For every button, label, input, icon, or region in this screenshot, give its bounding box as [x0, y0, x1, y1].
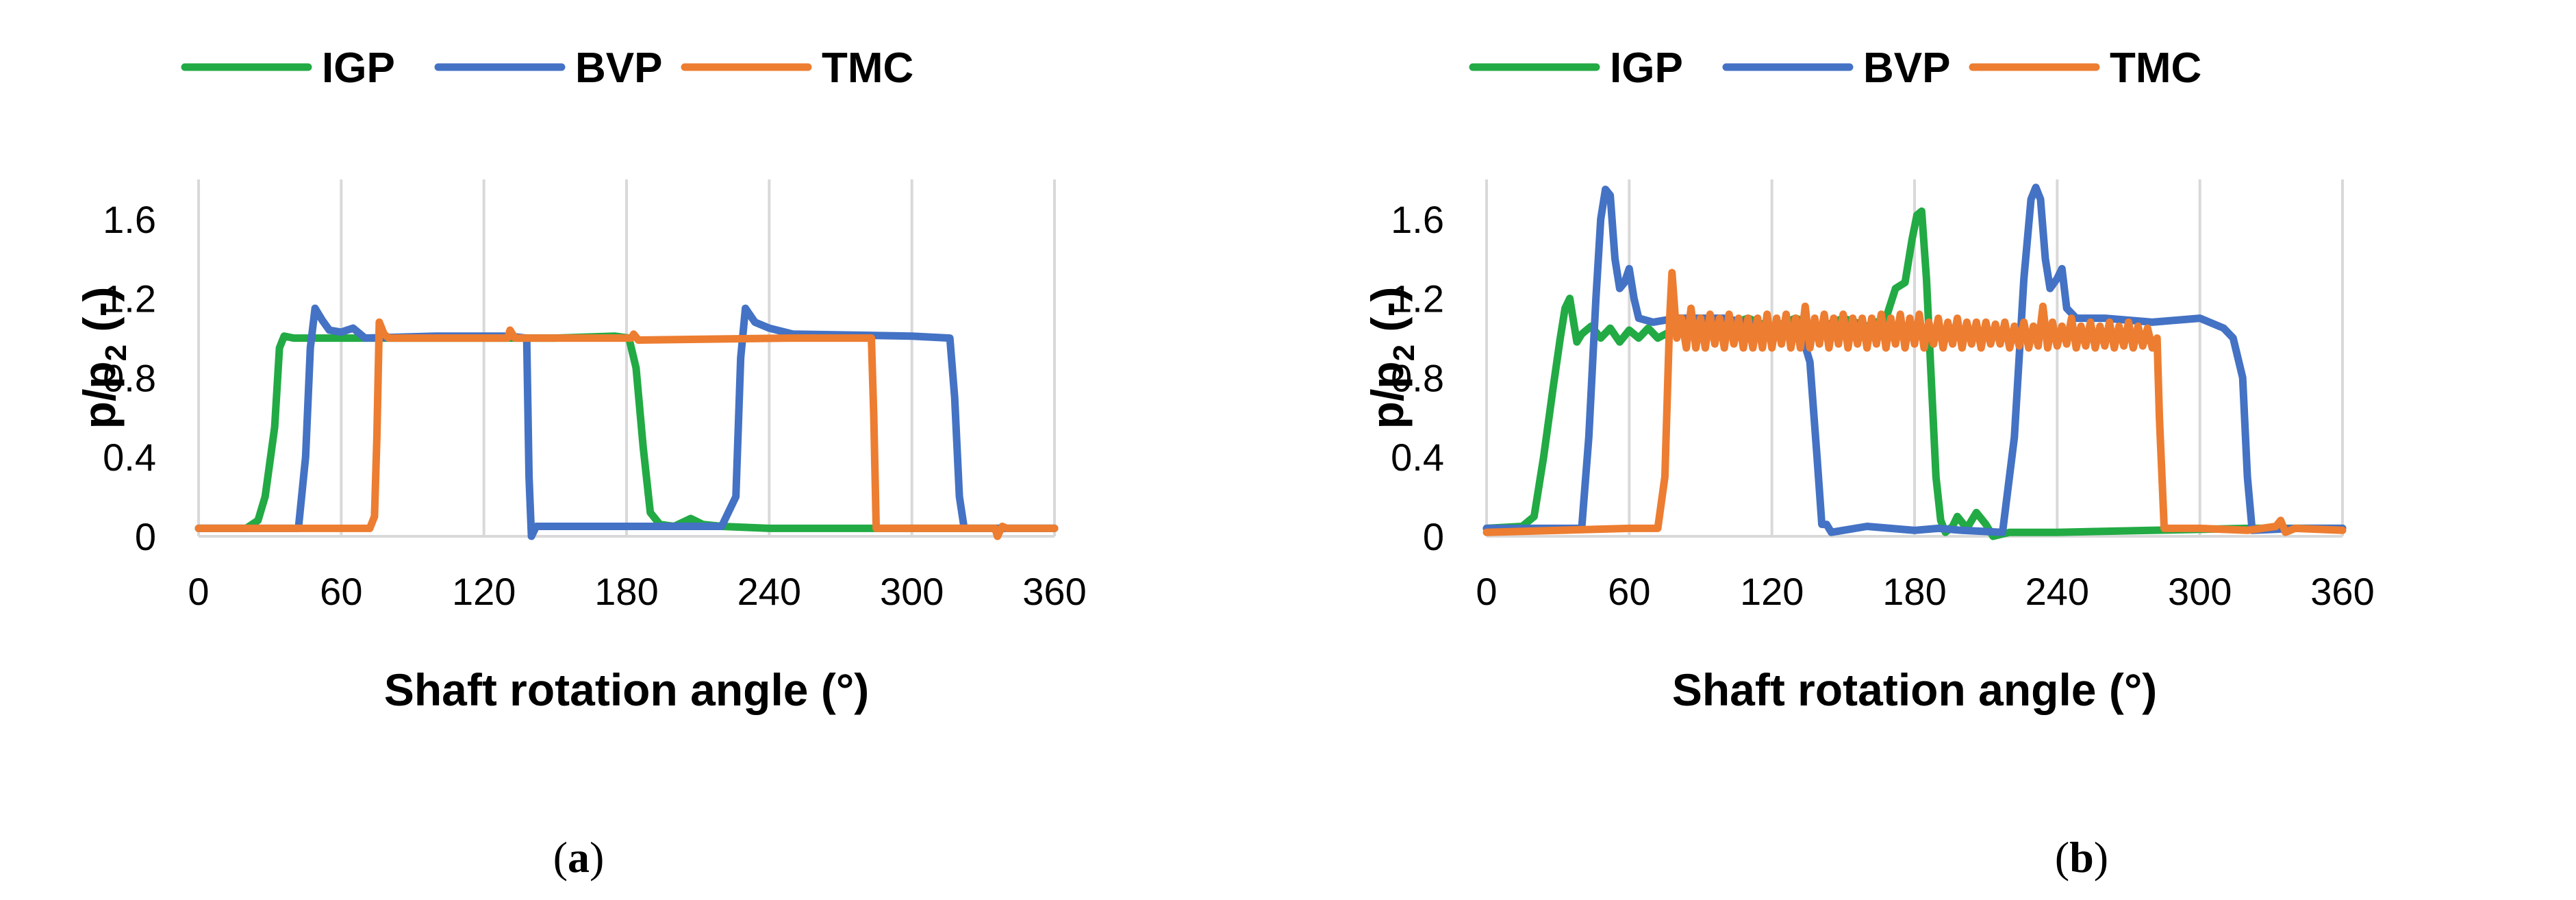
x-tick-label: 120 — [452, 570, 516, 613]
x-tick-label: 300 — [2168, 570, 2232, 613]
y-tick-label: 0 — [135, 515, 156, 558]
y-tick-label: 0.8 — [1391, 356, 1444, 399]
x-tick-label: 180 — [594, 570, 658, 613]
panel-caption-a: (a) — [553, 833, 605, 882]
legend-label-tmc: TMC — [2110, 45, 2201, 92]
chart-panel-b: 0 0.4 0.8 1.2 1.6 0 60 120 180 240 300 360 Shaft rot… — [1288, 0, 2576, 900]
x-axis-label: Shaft rotation angle (°) — [384, 664, 869, 715]
x-tick-label: 180 — [1882, 570, 1946, 613]
legend: IGP BVP TMC — [181, 45, 913, 92]
y-tick-label: 0.8 — [103, 356, 156, 399]
y-tick-label: 0.4 — [1391, 436, 1444, 479]
legend-label-bvp: BVP — [1863, 45, 1950, 92]
legend-label-igp: IGP — [322, 45, 395, 92]
x-tick-label: 0 — [188, 570, 209, 613]
legend-label-tmc: TMC — [822, 45, 913, 92]
y-tick-labels: 0 0.4 0.8 1.2 1.6 — [1391, 198, 1444, 558]
x-tick-label: 60 — [1608, 570, 1650, 613]
x-tick-label: 360 — [1022, 570, 1086, 613]
x-tick-labels: 0 60 120 180 240 300 360 — [1476, 570, 2374, 613]
line-chart-b: 0 0.4 0.8 1.2 1.6 0 60 120 180 240 300 360 Shaft rot… — [1362, 45, 2375, 715]
series-line-bvp — [1482, 184, 2347, 536]
x-tick-label: 360 — [2310, 570, 2374, 613]
x-tick-label: 0 — [1476, 570, 1497, 613]
y-axis-label-main: p/p — [74, 361, 125, 429]
x-tick-label: 240 — [737, 570, 801, 613]
y-tick-label: 1.6 — [103, 198, 156, 241]
y-axis-label-unit: (-) — [74, 287, 125, 345]
y-axis-label-subscript: 2 — [1387, 345, 1421, 361]
series-lines — [194, 304, 1059, 540]
y-tick-label: 1.6 — [1391, 198, 1444, 241]
y-tick-label: 1.2 — [103, 277, 156, 321]
x-tick-label: 240 — [2025, 570, 2089, 613]
x-tick-label: 60 — [320, 570, 362, 613]
series-lines — [1482, 184, 2347, 540]
x-axis-label: Shaft rotation angle (°) — [1672, 664, 2157, 715]
panel-caption-b: (b) — [2054, 833, 2109, 882]
y-tick-label: 1.2 — [1391, 277, 1444, 321]
gridlines — [197, 179, 1056, 536]
x-tick-labels: 0 60 120 180 240 300 360 — [188, 570, 1086, 613]
caption-letter-a: a — [568, 833, 590, 882]
legend-label-bvp: BVP — [575, 45, 662, 92]
chart-panel-a: 0 0.4 0.8 1.2 1.6 0 60 120 180 240 300 360 Shaft rot… — [74, 45, 1087, 882]
legend: IGP BVP TMC — [1469, 45, 2201, 92]
series-line-tmc — [1482, 268, 2347, 536]
legend-label-igp: IGP — [1610, 45, 1683, 92]
x-tick-label: 300 — [880, 570, 944, 613]
line-chart-a: 0 0.4 0.8 1.2 1.6 0 60 120 180 240 300 360 Shaft rot… — [74, 45, 1087, 715]
y-axis-label-unit: (-) — [1362, 287, 1413, 345]
y-axis-label: p/p2 (-) — [1362, 287, 1421, 429]
y-tick-label: 0.4 — [103, 436, 156, 479]
caption-letter-b: b — [2069, 833, 2094, 882]
y-axis-label-subscript: 2 — [99, 345, 133, 361]
y-axis-label-main: p/p — [1362, 361, 1413, 429]
series-line-bvp — [194, 304, 1059, 540]
series-line-tmc — [194, 318, 1059, 540]
x-tick-label: 120 — [1740, 570, 1804, 613]
y-tick-label: 0 — [1423, 515, 1444, 558]
y-tick-labels: 0 0.4 0.8 1.2 1.6 — [103, 198, 156, 558]
y-axis-label: p/p2 (-) — [74, 287, 133, 429]
